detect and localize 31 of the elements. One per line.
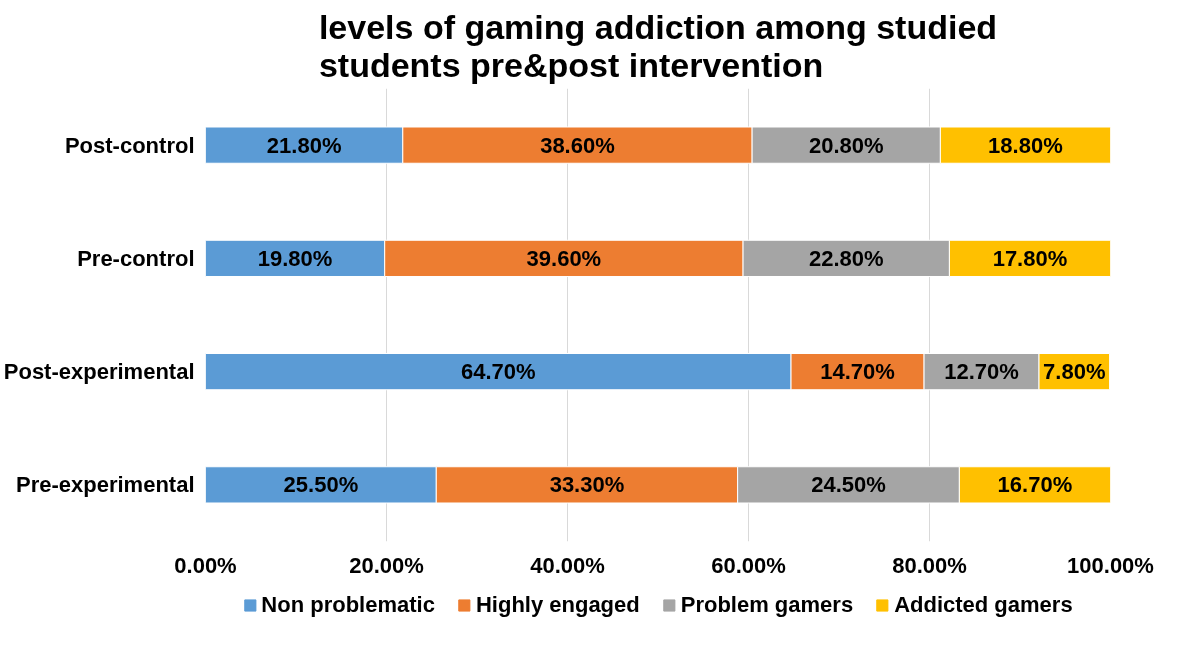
data-label: 21.80% — [266, 132, 342, 158]
x-tick-label: 80.00% — [892, 552, 967, 578]
y-tick-label: Post-control — [64, 132, 195, 158]
data-label: 16.70% — [997, 472, 1073, 498]
x-tick-label: 20.00% — [349, 552, 424, 578]
legend-label: Problem gamers — [680, 592, 854, 618]
data-label: 24.50% — [811, 472, 886, 498]
data-label: 64.70% — [460, 359, 536, 385]
x-tick-label: 100.00% — [1067, 552, 1154, 578]
legend-label: Non problematic — [261, 592, 435, 618]
data-label: 33.30% — [549, 472, 625, 498]
y-tick-label: Pre-control — [77, 245, 195, 271]
data-label: 39.60% — [526, 245, 602, 271]
y-tick-label: Pre-experimental — [15, 472, 195, 498]
data-label: 22.80% — [808, 245, 884, 271]
y-tick-label: Post-experimental — [3, 359, 195, 385]
data-label: 12.70% — [944, 359, 1019, 385]
legend-label: Highly engaged — [475, 592, 640, 618]
x-tick-label: 0.00% — [174, 552, 237, 578]
data-label: 20.80% — [808, 132, 884, 158]
data-label: 19.80% — [257, 245, 333, 271]
data-label: 14.70% — [820, 359, 895, 385]
data-label: 38.60% — [540, 132, 615, 158]
data-label: 18.80% — [988, 132, 1063, 158]
data-label: 25.50% — [283, 472, 359, 498]
data-label: 17.80% — [992, 245, 1068, 271]
x-tick-label: 60.00% — [711, 552, 786, 578]
chart-title: levels of gaming addiction among studied students pre&post intervention — [318, 7, 998, 84]
data-label: 7.80% — [1043, 359, 1106, 385]
legend-label: Addicted gamers — [894, 592, 1073, 618]
x-tick-label: 40.00% — [530, 552, 605, 578]
